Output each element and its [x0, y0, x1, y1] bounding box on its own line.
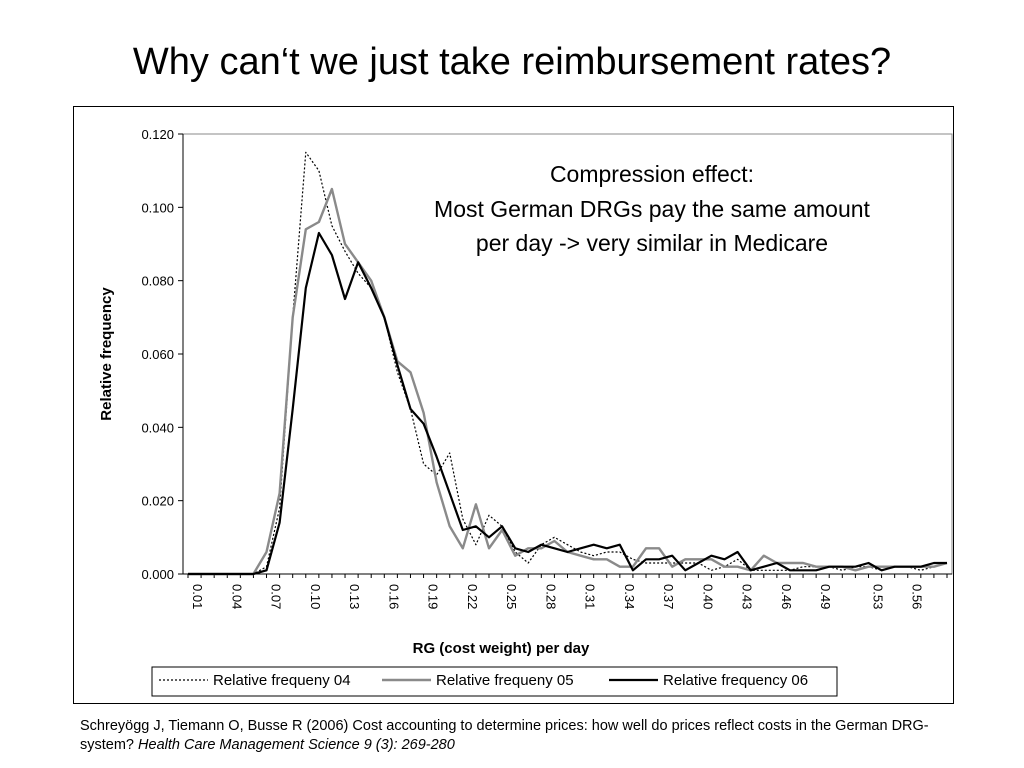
legend-box [151, 666, 838, 697]
citation: Schreyögg J, Tiemann O, Busse R (2006) C… [80, 717, 980, 755]
x-tick-label: 0.46 [779, 584, 794, 609]
x-tick-label: 0.31 [583, 584, 598, 609]
citation-text: Schreyögg J, Tiemann O, Busse R (2006) C… [80, 718, 929, 753]
x-tick-label: 0.07 [269, 584, 284, 609]
y-tick-label: 0.060 [141, 347, 174, 362]
y-axis-label: Relative frequency [98, 287, 115, 421]
x-tick-label: 0.28 [543, 584, 558, 609]
x-axis: 0.01 0.04 0.07 0.10 0.13 0.16 0.19 0.22 0.25 0.28… [183, 573, 952, 609]
x-tick-label: 0.10 [308, 584, 323, 609]
x-tick-label: 0.53 [870, 584, 885, 609]
y-tick-label: 0.100 [141, 200, 174, 215]
legend-label-1: Relative frequeny 04 [213, 672, 351, 689]
x-tick-label: 0.01 [190, 584, 205, 609]
annotation-line-1: Compression effect: [550, 161, 754, 187]
y-tick-label: 0.000 [141, 567, 174, 582]
y-axis: 0.000 0.020 0.040 0.060 0.080 0.100 0.120 [141, 127, 184, 582]
legend-label-2: Relative frequeny 05 [436, 672, 574, 689]
legend: Relative frequeny 04 Relative frequeny 05… [151, 666, 838, 697]
legend-label-3: Relative frequency 06 [663, 672, 808, 689]
y-tick-label: 0.120 [141, 127, 174, 142]
line-chart: 0.000 0.020 0.040 0.060 0.080 0.100 0.120 0.01… [98, 127, 953, 697]
chart-frame [73, 106, 954, 704]
x-tick-label: 0.43 [740, 584, 755, 609]
x-tick-label: 0.56 [910, 584, 925, 609]
y-tick-label: 0.080 [141, 274, 174, 289]
annotation-line-3: per day -> very similar in Medicare [476, 230, 828, 256]
x-tick-label: 0.25 [504, 584, 519, 609]
x-tick-label: 0.49 [818, 584, 833, 609]
y-tick-label: 0.040 [141, 420, 174, 435]
annotation: Compression effect: Most German DRGs pay… [434, 161, 870, 256]
series-layer [188, 151, 948, 576]
x-axis-label: RG (cost weight) per day [413, 640, 590, 657]
x-tick-label: 0.16 [386, 584, 401, 609]
x-tick-label: 0.13 [347, 584, 362, 609]
x-tick-label: 0.22 [465, 584, 480, 609]
slide-title: Why can‘t we just take reimbursement rat… [132, 41, 892, 83]
x-tick-label: 0.37 [661, 584, 676, 609]
x-tick-label: 0.04 [229, 584, 244, 609]
x-tick-label: 0.40 [700, 584, 715, 609]
citation-journal: Health Care Management Science 9 (3): 26… [138, 737, 455, 753]
y-tick-label: 0.020 [141, 494, 174, 509]
x-tick-label: 0.19 [426, 584, 441, 609]
x-tick-label: 0.34 [622, 584, 637, 609]
series-line-3 [188, 231, 947, 576]
annotation-line-2: Most German DRGs pay the same amount [434, 196, 870, 222]
